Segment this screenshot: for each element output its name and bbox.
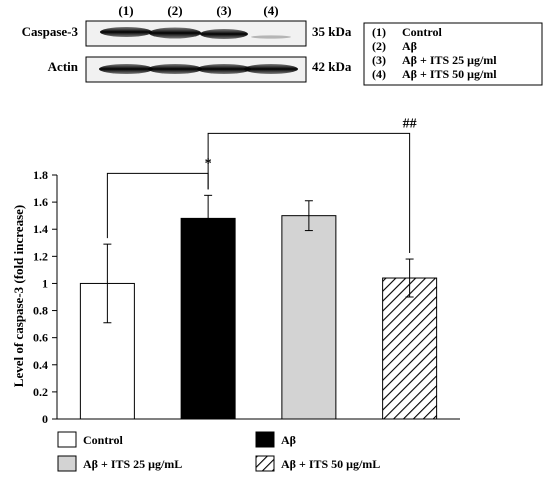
significance-label: ## (403, 116, 417, 131)
y-axis-ticks: 0 0.2 0.4 0.6 0.8 1 1.2 1.4 1.6 1.8 (33, 168, 57, 426)
legend-label: Aβ + ITS 25 μg/mL (83, 457, 182, 471)
error-bars (103, 195, 413, 322)
y-tick-label: 0 (42, 412, 48, 426)
blot-key-label-1: Control (402, 25, 442, 39)
y-tick-label: 0.6 (33, 331, 48, 345)
blot-key-num-2: (2) (372, 39, 386, 53)
y-tick-label: 0.4 (33, 358, 48, 372)
blot-row-name-caspase: Caspase-3 (22, 24, 79, 39)
bars (80, 216, 436, 419)
caspase-band-3 (200, 29, 248, 39)
actin-band-3 (197, 64, 251, 74)
y-tick-label: 1.2 (33, 249, 48, 263)
lane-label-4: (4) (263, 3, 278, 18)
blot-row-size-caspase: 35 kDa (312, 24, 352, 39)
blot-key-label-4: Aβ + ITS 50 μg/ml (402, 67, 497, 81)
chart-legend: Control Aβ Aβ + ITS 25 μg/mL Aβ + ITS 50 μg… (58, 432, 380, 471)
y-tick-label: 1 (42, 276, 48, 290)
lane-label-3: (3) (216, 3, 231, 18)
lane-label-1: (1) (118, 3, 133, 18)
legend-item-2: Aβ (256, 432, 296, 447)
blot-row-size-actin: 42 kDa (312, 59, 352, 74)
lane-label-2: (2) (167, 3, 182, 18)
actin-band-4 (244, 64, 298, 74)
legend-swatch (256, 432, 274, 447)
y-tick-label: 0.2 (33, 385, 48, 399)
caspase-band-2 (149, 28, 201, 39)
y-tick-label: 1.8 (33, 168, 48, 182)
bar-3 (282, 216, 336, 419)
legend-label: Aβ + ITS 50 μg/mL (281, 457, 380, 471)
legend-item-1: Control (58, 432, 123, 447)
legend-item-3: Aβ + ITS 25 μg/mL (58, 456, 182, 471)
western-blot: (1) (2) (3) (4) Caspase-3 Actin 35 kDa 4… (22, 3, 542, 85)
y-tick-label: 0.8 (33, 304, 48, 318)
caspase-band-4 (251, 35, 291, 38)
legend-swatch (58, 432, 76, 447)
y-axis-label: Level of caspase-3 (fold increase) (11, 205, 26, 387)
y-tick-label: 1.4 (33, 222, 48, 236)
bar-4 (383, 278, 437, 419)
blot-key-num-1: (1) (372, 25, 386, 39)
actin-band-2 (148, 64, 202, 74)
bar-chart: Level of caspase-3 (fold increase) 00.20… (11, 116, 460, 426)
legend-swatch (58, 456, 76, 471)
blot-key-num-4: (4) (372, 67, 386, 81)
legend-swatch (256, 456, 274, 471)
significance-annotations: *## (107, 116, 416, 253)
blot-key-label-3: Aβ + ITS 25 μg/ml (402, 53, 497, 67)
bar-2 (181, 218, 235, 419)
y-tick-label: 1.6 (33, 195, 48, 209)
legend-label: Aβ (281, 433, 296, 447)
blot-key-label-2: Aβ (402, 39, 417, 53)
blot-key-num-3: (3) (372, 53, 386, 67)
actin-band-1 (99, 64, 153, 74)
blot-row-name-actin: Actin (48, 59, 79, 74)
legend-label: Control (83, 433, 123, 447)
caspase-band-1 (100, 27, 152, 37)
legend-item-4: Aβ + ITS 50 μg/mL (256, 456, 380, 471)
